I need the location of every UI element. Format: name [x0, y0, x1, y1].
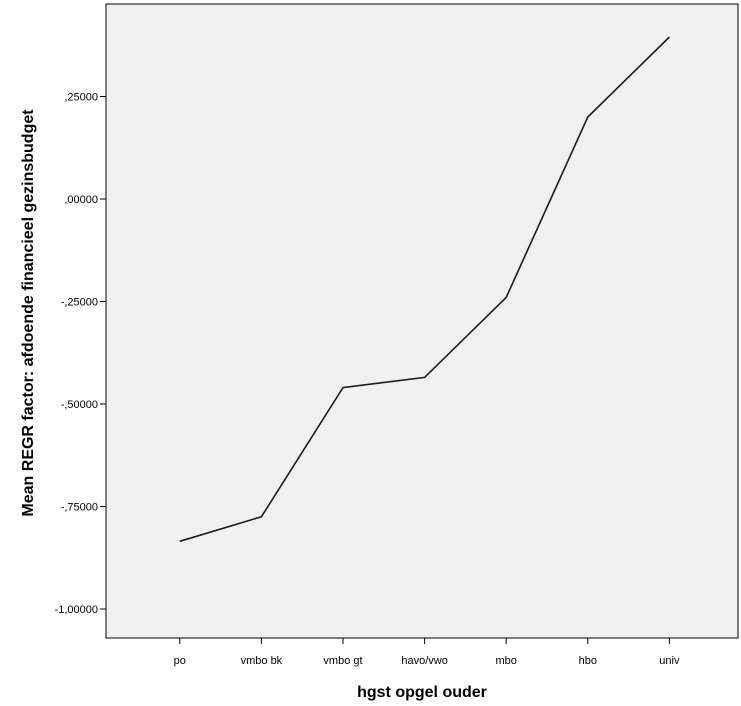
- x-axis: po vmbo bk vmbo gt havo/vwo mbo hbo univ: [174, 638, 680, 667]
- y-tick-label: ,25000: [64, 92, 98, 104]
- x-tick-label: vmbo bk: [241, 655, 283, 667]
- y-axis: -1,00000 -,75000 -,50000 -,25000 ,00000 ,2500…: [55, 92, 106, 616]
- x-tick-label: hbo: [579, 655, 597, 667]
- y-tick-label: -,25000: [61, 297, 98, 309]
- y-tick-label: ,00000: [64, 194, 98, 206]
- y-tick-label: -,50000: [61, 399, 98, 411]
- x-tick-label: univ: [659, 655, 680, 667]
- x-tick-label: po: [174, 655, 186, 667]
- y-tick-label: -,75000: [61, 502, 98, 514]
- x-tick-label: vmbo gt: [323, 655, 362, 667]
- x-axis-title: hgst opgel ouder: [357, 684, 487, 701]
- plot-area: [105, 3, 739, 639]
- x-tick-label: mbo: [495, 655, 516, 667]
- series-line: [179, 36, 670, 543]
- y-tick-label: -1,00000: [55, 604, 98, 616]
- y-axis-title: Mean REGR factor: afdoende financieel ge…: [20, 109, 37, 517]
- x-tick-label: havo/vwo: [401, 655, 447, 667]
